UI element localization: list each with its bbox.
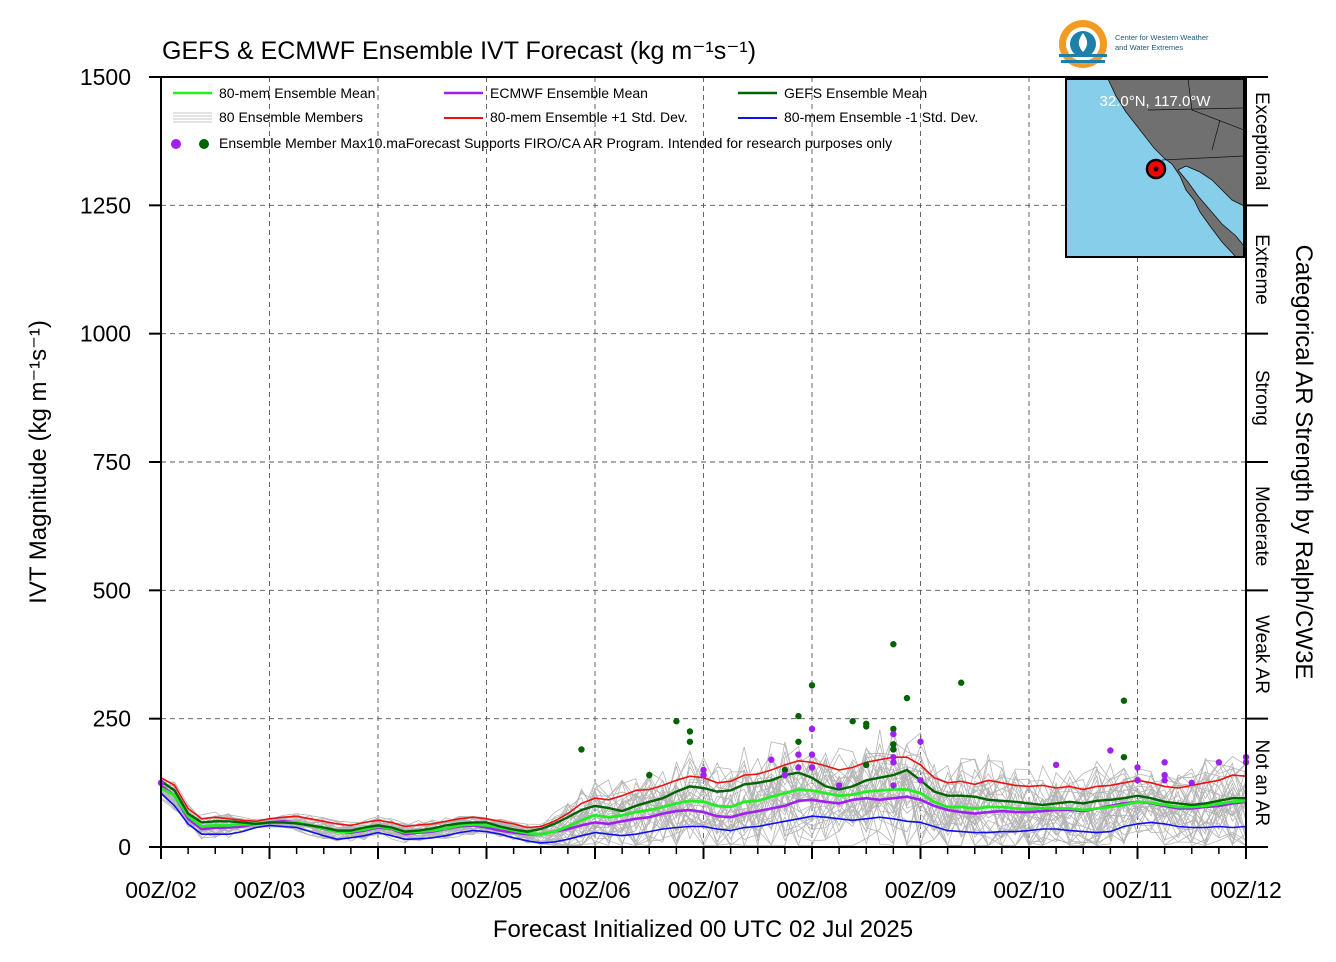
ecmwf-max-point xyxy=(835,782,843,789)
x-tick-label: 00Z/08 xyxy=(776,877,848,903)
x-tick-label: 00Z/03 xyxy=(234,877,306,903)
x-tick-label: 00Z/02 xyxy=(125,877,197,903)
x-tick-label: 00Z/04 xyxy=(342,877,414,903)
y-tick-label: 250 xyxy=(93,706,131,732)
ecmwf-max-point xyxy=(808,725,816,733)
gefs-max-point xyxy=(795,712,802,720)
x-tick-label: 00Z/09 xyxy=(885,877,957,903)
ecmwf-max-point xyxy=(781,771,789,779)
y-axis-label: IVT Magnitude (kg m⁻¹s⁻¹) xyxy=(25,320,52,604)
ecmwf-max-point xyxy=(808,751,816,758)
legend: 80-mem Ensemble Mean 80 Ensemble Members… xyxy=(171,85,978,151)
category-label: Moderate xyxy=(1251,486,1272,566)
ecmwf-max-point xyxy=(700,766,707,774)
x-tick-label: 00Z/10 xyxy=(993,877,1065,903)
ecmwf-max-point xyxy=(890,782,897,789)
gefs-max-point xyxy=(781,766,789,774)
gefs-max-point xyxy=(686,728,694,735)
gefs-max-point xyxy=(863,761,870,769)
category-label: Exceptional xyxy=(1251,92,1272,190)
gefs-max-point xyxy=(795,738,802,745)
ensemble-member-line xyxy=(161,742,1246,835)
ecmwf-max-point xyxy=(890,730,897,738)
ecmwf-max-point xyxy=(1107,747,1114,754)
legend-gefs: GEFS Ensemble Mean xyxy=(784,85,927,101)
ensemble-max-points xyxy=(157,641,1250,789)
legend-max: Ensemble Member Max10.maForecast Support… xyxy=(219,135,892,151)
ensemble-member-lines xyxy=(161,729,1246,847)
ecmwf-max-point xyxy=(890,759,897,766)
gefs-max-point xyxy=(957,679,965,686)
y-tick-label: 750 xyxy=(93,449,131,475)
legend-mean80: 80-mem Ensemble Mean xyxy=(219,85,375,101)
x-tick-label: 00Z/06 xyxy=(559,877,631,903)
ecmwf-max-point xyxy=(917,777,924,784)
legend-members: 80 Ensemble Members xyxy=(219,109,363,125)
x-tick-label: 00Z/05 xyxy=(451,877,523,903)
ecmwf-max-point xyxy=(795,764,802,771)
x-axis-ticks: 00Z/02 00Z/03 00Z/04 00Z/05 00Z/06 00Z/07 00Z/… xyxy=(125,847,1282,903)
gefs-max-point xyxy=(890,725,897,733)
gefs-max-point xyxy=(863,723,870,730)
category-label: Strong xyxy=(1251,370,1272,426)
ecmwf-max-point xyxy=(1215,759,1223,766)
logo-text-line-2: and Water Extremes xyxy=(1115,43,1183,52)
logo-text-line-1: Center for Western Weather xyxy=(1115,33,1209,42)
ecmwf-max-point xyxy=(1161,771,1168,779)
gefs-max-point xyxy=(578,746,585,753)
category-label: Weak AR xyxy=(1251,615,1272,694)
y-tick-label: 500 xyxy=(93,577,131,603)
ensemble-member-line xyxy=(161,732,1246,835)
legend-minus1: 80-mem Ensemble -1 Std. Dev. xyxy=(784,109,978,125)
ensemble-member-line xyxy=(161,771,1246,847)
gefs-max-point xyxy=(646,771,653,779)
gefs-max-point xyxy=(890,741,897,748)
category-label: Not an AR xyxy=(1251,740,1272,827)
ecmwf-max-point xyxy=(1161,777,1168,784)
cw3e-logo: Center for Western Weather and Water Ext… xyxy=(1059,20,1209,68)
ensemble-member-line xyxy=(161,740,1246,835)
ecmwf-max-point xyxy=(1134,777,1141,784)
location-inset-map: 32.0°N, 117.0°W xyxy=(1065,78,1245,258)
ecmwf-max-point xyxy=(1188,779,1195,787)
ecmwf-max-point xyxy=(1134,764,1141,771)
category-axis: Not an AR Weak AR Moderate Strong Extreme Exc… xyxy=(1246,92,1272,848)
y-tick-label: 1000 xyxy=(80,321,131,347)
chart-title: GEFS & ECMWF Ensemble IVT Forecast (kg m… xyxy=(162,37,756,65)
ecmwf-max-point xyxy=(768,756,775,763)
ecmwf-max-point xyxy=(700,771,707,779)
x-tick-label: 00Z/12 xyxy=(1210,877,1282,903)
gefs-max-point xyxy=(890,746,897,753)
x-axis-label: Forecast Initialized 00 UTC 02 Jul 2025 xyxy=(493,916,913,943)
gefs-max-point xyxy=(808,682,816,689)
legend-ecmwf: ECMWF Ensemble Mean xyxy=(490,85,648,101)
right-axis-label: Categorical AR Strength by Ralph/CW3E xyxy=(1290,245,1317,680)
series-line-minus1 xyxy=(161,792,1246,844)
ecmwf-max-point xyxy=(917,738,924,745)
y-tick-label: 1500 xyxy=(80,64,131,90)
gefs-max-point xyxy=(890,641,897,648)
gefs-max-point xyxy=(1120,753,1128,761)
gefs-max-point xyxy=(903,694,911,702)
gefs-max-point xyxy=(849,718,856,725)
ecmwf-max-point xyxy=(808,764,816,771)
inset-location-label: 32.0°N, 117.0°W xyxy=(1100,93,1212,110)
series-line-gefs xyxy=(161,768,1246,833)
x-tick-label: 00Z/11 xyxy=(1103,877,1173,903)
ecmwf-max-point xyxy=(890,753,897,761)
y-tick-label: 1250 xyxy=(80,192,131,218)
ecmwf-max-point xyxy=(1052,761,1060,769)
gefs-max-point xyxy=(1120,697,1128,704)
legend-plus1: 80-mem Ensemble +1 Std. Dev. xyxy=(490,109,688,125)
gefs-max-point xyxy=(686,738,694,745)
gefs-max-point xyxy=(673,718,680,725)
y-tick-label: 0 xyxy=(118,834,131,860)
x-tick-label: 00Z/07 xyxy=(668,877,740,903)
ecmwf-max-point xyxy=(1161,759,1168,766)
y-axis-ticks: 0 250 500 750 1000 1250 1500 xyxy=(80,64,161,860)
category-label: Extreme xyxy=(1251,234,1272,305)
ecmwf-max-point xyxy=(795,751,802,758)
